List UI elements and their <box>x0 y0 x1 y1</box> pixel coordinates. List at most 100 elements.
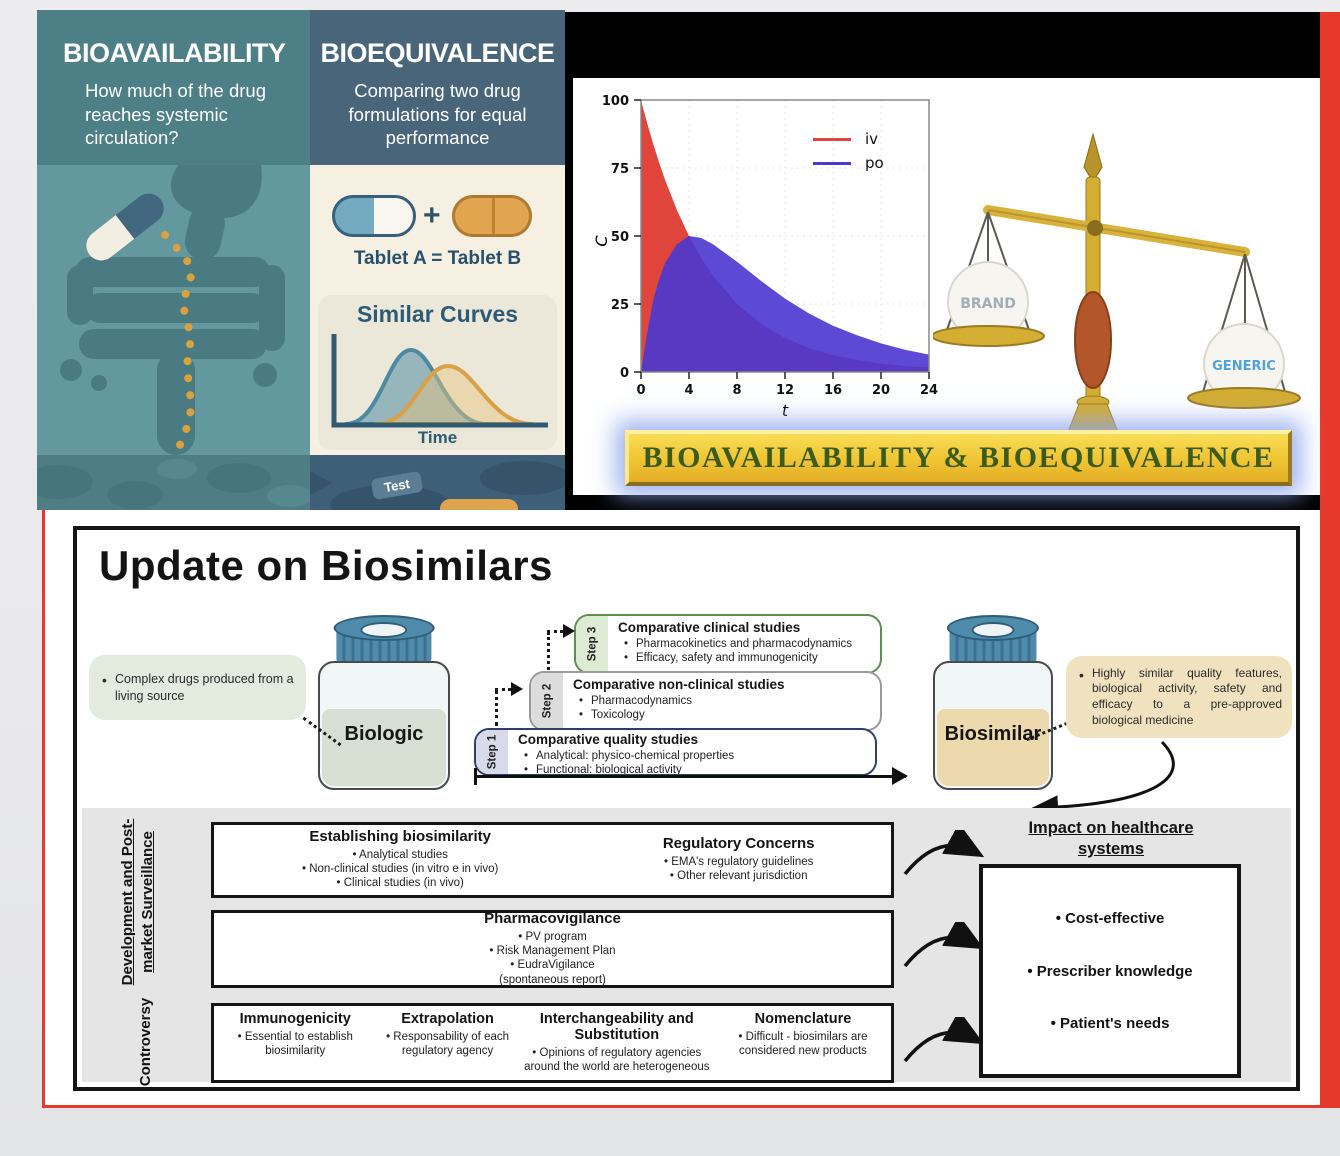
pharmacovigilance-bullet: EudraVigilance <box>214 958 891 972</box>
bioequivalence-title: BIOEQUIVALENCE <box>320 38 555 68</box>
plus-sign: + <box>423 199 441 232</box>
capsule-icon <box>86 193 164 261</box>
controversy-row-label: Controversy <box>136 997 154 1087</box>
similar-curves-chart <box>331 334 548 428</box>
step-1-label: Step 1 <box>486 734 499 770</box>
biosimilars-title: Update on Biosimilars <box>99 542 553 589</box>
step-2-box: Step 2 Comparative non-clinical studies … <box>529 671 882 731</box>
timeline-arrow <box>474 767 908 785</box>
banner-text: BIOAVAILABILITY & BIOEQUIVALENCE <box>642 441 1275 474</box>
step-3-title: Comparative clinical studies <box>618 620 801 635</box>
impact-box: Cost-effective Prescriber knowledge Pati… <box>979 864 1241 1078</box>
interchangeability-column: Interchangeability and Substitution Opin… <box>519 1011 715 1075</box>
brand-ball-label: BRAND <box>960 296 1016 312</box>
regulatory-bullet: EMA's regulatory guidelines <box>586 855 891 869</box>
bioequivalence-panel: BIOEQUIVALENCE Comparing two drug formul… <box>310 10 565 510</box>
svg-text:0: 0 <box>636 383 645 398</box>
step-3-label: Step 3 <box>586 626 599 662</box>
impact-heading-line2: systems <box>1077 839 1145 858</box>
svg-text:12: 12 <box>776 383 794 398</box>
bioequivalence-bottom-band: Test <box>310 455 565 510</box>
bioequivalence-header: BIOEQUIVALENCE Comparing two drug formul… <box>310 10 565 165</box>
svg-text:50: 50 <box>611 230 629 245</box>
regulatory-title: Regulatory Concerns <box>662 835 815 853</box>
pharmacovigilance-bullet: PV program <box>214 930 891 944</box>
nomenclature-bullet: Difficult - biosimilars are considered n… <box>715 1030 891 1059</box>
legend-line-iv <box>813 138 851 141</box>
similar-curves-card: Similar Curves Time <box>318 295 557 450</box>
svg-text:4: 4 <box>684 383 693 398</box>
dotted-connector-step2-h <box>495 688 511 691</box>
balance-scale-illustration: BRAND GENERIC <box>933 132 1301 469</box>
immunogenicity-bullet: Essential to establish biosimilarity <box>214 1030 376 1059</box>
biosimilar-vial: Biosimilar <box>929 615 1057 790</box>
step-3-bullet: Pharmacokinetics and pharmacodynamics <box>624 637 852 652</box>
bioavailability-panel: BIOAVAILABILITY How much of the drug rea… <box>37 10 310 510</box>
svg-text:0: 0 <box>620 366 629 381</box>
legend-item-po: po <box>813 154 884 172</box>
step-2-bullet: Toxicology <box>579 708 785 723</box>
development-label-line1: Development and Post- <box>118 818 136 986</box>
bioavailability-bottom-band <box>37 455 310 510</box>
pharmacovigilance-title: Pharmacovigilance <box>484 910 621 927</box>
impact-bullet: Cost-effective <box>983 910 1237 927</box>
extrapolation-title: Extrapolation <box>401 1011 494 1027</box>
biosimilars-panel: Update on Biosimilars Complex drugs prod… <box>45 510 1320 1105</box>
letterbox-bottom <box>565 495 1320 510</box>
biosimilar-vial-label: Biosimilar <box>944 722 1042 745</box>
nomenclature-column: Nomenclature Difficult - biosimilars are… <box>715 1011 891 1059</box>
svg-text:24: 24 <box>920 383 938 398</box>
bioavailability-subtitle: How much of the drug reaches systemic ci… <box>85 80 266 149</box>
establishing-regulatory-box: Establishing biosimilarity Analytical st… <box>211 822 894 898</box>
time-axis-label: Time <box>417 428 458 447</box>
biologic-note-box: Complex drugs produced from a living sou… <box>89 655 306 720</box>
establishing-title: Establishing biosimilarity <box>309 828 492 846</box>
establishing-bullet: Non-clinical studies (in vitro e in vivo… <box>214 862 586 876</box>
legend-item-iv: iv <box>813 130 878 148</box>
svg-text:100: 100 <box>602 94 629 109</box>
legend-label-iv: iv <box>865 130 879 148</box>
tablet-comparison-row: + <box>310 195 565 241</box>
step-2-label: Step 2 <box>541 683 554 719</box>
biologic-vial: Biologic <box>314 615 454 790</box>
title-banner: BIOAVAILABILITY & BIOEQUIVALENCE <box>625 430 1292 486</box>
bioequivalence-subtitle: Comparing two drug formulations for equa… <box>348 80 527 149</box>
tablet-labels: Tablet A = Tablet B <box>353 248 522 269</box>
pk-figure: 0 4 8 12 16 20 24 0 25 50 75 100 C t iv po BRAND GE… <box>565 12 1320 510</box>
impact-bullet: Patient's needs <box>983 1015 1237 1032</box>
development-row-label: Development and Post- market Surveillanc… <box>108 812 168 992</box>
biosimilar-note-text: Highly similar quality features, biologi… <box>1079 666 1282 728</box>
letterbox-top <box>565 12 1320 78</box>
pharmacovigilance-box: Pharmacovigilance PV program Risk Manage… <box>211 910 894 988</box>
impact-bullet: Prescriber knowledge <box>983 963 1237 980</box>
letterbox-left <box>565 12 573 510</box>
impact-heading-line1: Impact on healthcare <box>1028 819 1194 837</box>
digestive-tract-illustration <box>60 165 285 455</box>
legend-label-po: po <box>865 154 884 172</box>
step-1-bullet: Functional: biological activity <box>524 763 734 774</box>
flow-arrow-icon <box>310 471 332 495</box>
establishing-bullet: Clinical studies (in vivo) <box>214 876 586 890</box>
concentration-time-chart: 0 4 8 12 16 20 24 0 25 50 75 100 C t <box>593 94 938 420</box>
svg-text:8: 8 <box>732 383 741 398</box>
impact-arrow-2 <box>903 922 985 968</box>
impact-arrow-1 <box>903 830 985 876</box>
bioavailability-header: BIOAVAILABILITY How much of the drug rea… <box>37 10 310 165</box>
arrowhead-step3 <box>563 624 575 638</box>
step-3-box: Step 3 Comparative clinical studies Phar… <box>574 614 882 674</box>
pharmacovigilance-bullet-cont: (spontaneous report) <box>499 973 606 986</box>
biologic-vial-label: Biologic <box>344 722 424 745</box>
svg-text:75: 75 <box>611 162 629 177</box>
impact-heading: Impact on healthcare systems <box>989 818 1233 859</box>
dotted-connector-step3-h <box>547 630 563 633</box>
dotted-connector-step2 <box>495 690 498 726</box>
controversy-box: Immunogenicity Essential to establish bi… <box>211 1003 894 1083</box>
extrapolation-column: Extrapolation Responsability of each reg… <box>376 1011 518 1059</box>
step-2-title: Comparative non-clinical studies <box>573 677 785 692</box>
x-axis-label: t <box>782 401 789 420</box>
generic-ball-label: GENERIC <box>1212 359 1276 374</box>
biologic-note-text: Complex drugs produced from a living sou… <box>102 671 296 704</box>
curved-arrow-to-surveillance <box>1031 740 1175 818</box>
similar-curves-title: Similar Curves <box>356 301 519 327</box>
